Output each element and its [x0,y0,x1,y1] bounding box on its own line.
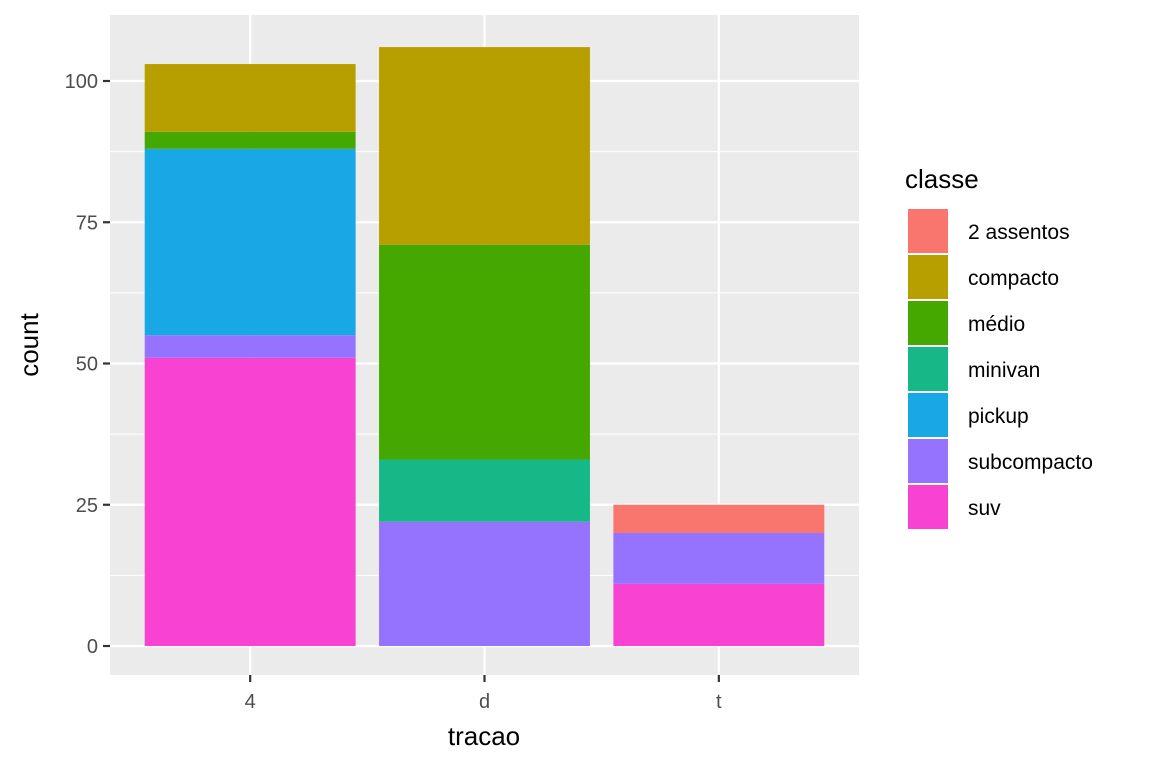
bar-segment-4-compacto [144,64,356,132]
legend-label: médio [968,313,1025,336]
legend-swatch [908,347,948,391]
bar-segment-d-subcompacto [379,521,590,646]
bar-segment-t-subcompacto [613,533,825,584]
legend-swatch [908,301,948,345]
x-tick-label: 4 [245,691,256,713]
legend-label: suv [968,497,1001,520]
legend-item: subcompacto [906,437,1093,485]
x-axis-title: tracao [448,721,520,751]
legend-item: pickup [906,391,1029,439]
legend-label: minivan [968,359,1040,382]
bar-segment-4-médio [144,131,356,149]
y-tick-label: 75 [76,212,98,234]
legend-item: médio [906,299,1025,347]
legend-swatch [908,439,948,483]
bars [144,47,825,646]
legend-swatch [908,393,948,437]
legend-label: compacto [968,267,1059,290]
bar-segment-4-subcompacto [144,335,356,358]
legend-items: 2 assentos compacto médio minivan pickup subc… [906,207,1093,531]
bar-segment-d-compacto [379,47,590,245]
legend-label: 2 assentos [968,221,1070,244]
bar-segment-t-suv [613,583,825,646]
x-axis: 4 d t [245,675,722,713]
legend-item: suv [906,483,1001,531]
legend-swatch [908,255,948,299]
bar-segment-d-médio [379,244,590,460]
y-tick-label: 0 [87,636,98,658]
x-tick-label: t [716,691,722,713]
legend: classe 2 assentos compacto médio minivan pic… [905,164,1093,531]
bar-segment-t-2-assentos [613,504,825,533]
legend-title: classe [905,164,979,194]
legend-label: subcompacto [968,451,1093,474]
y-tick-label: 50 [76,354,98,376]
bar-segment-4-pickup [144,148,356,336]
bar-segment-4-suv [144,357,356,646]
legend-label: pickup [968,405,1029,428]
legend-swatch [908,209,948,253]
legend-item: minivan [906,345,1040,393]
y-tick-label: 25 [76,495,98,517]
bar-segment-d-minivan [379,459,590,522]
y-axis: 0 25 50 75 100 [65,71,110,658]
y-tick-label: 100 [65,71,98,93]
legend-item: compacto [906,253,1059,301]
y-axis-title: count [14,312,44,376]
legend-swatch [908,485,948,529]
legend-item: 2 assentos [906,207,1070,255]
x-tick-label: d [479,691,490,713]
